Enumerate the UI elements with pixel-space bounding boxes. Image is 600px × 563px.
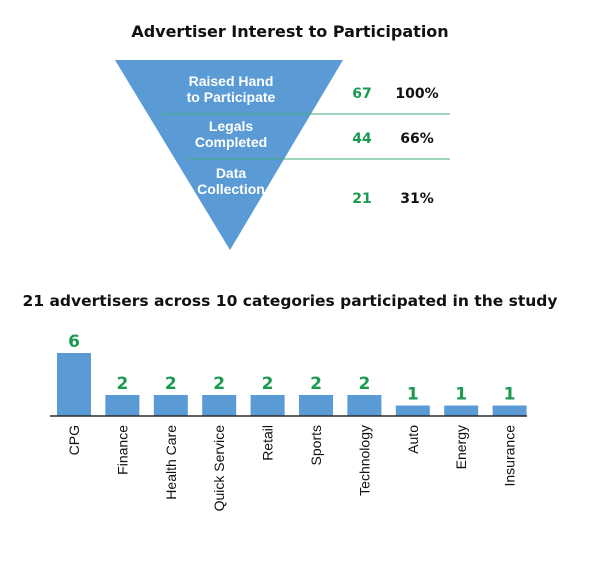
funnel-stage-percent: 100%: [395, 86, 438, 102]
bar-value-label: 2: [213, 374, 225, 394]
funnel-stage-label: Completed: [195, 134, 267, 150]
bar: [202, 395, 237, 416]
bar-value-label: 1: [407, 385, 419, 405]
category-label: CPG: [66, 425, 82, 455]
bar: [153, 395, 188, 416]
bars-layer: 6 CPG 2 Finance 2 Health Care 2 Quick Service 2 R…: [57, 332, 527, 511]
bar-value-label: 6: [68, 332, 80, 352]
funnel-stage-count: 67: [352, 86, 371, 102]
bar-value-label: 1: [504, 385, 516, 405]
category-label: Technology: [356, 425, 372, 496]
category-label: Health Care: [163, 425, 179, 500]
bar: [395, 405, 430, 416]
funnel-shape: [115, 60, 343, 250]
bar: [347, 395, 382, 416]
funnel-stage-percent: 31%: [400, 191, 434, 207]
funnel-stage-count: 44: [352, 131, 372, 147]
bar-value-label: 1: [455, 385, 467, 405]
bar: [250, 395, 285, 416]
bar: [444, 405, 479, 416]
chart-title: 21 advertisers across 10 categories part…: [22, 292, 557, 310]
category-label: Energy: [453, 425, 469, 469]
bar-value-label: 2: [262, 374, 274, 394]
bar: [492, 405, 527, 416]
category-label: Sports: [308, 425, 324, 465]
funnel-stage-count: 21: [352, 191, 371, 207]
funnel-stage-label: Collection: [197, 181, 265, 197]
category-label: Retail: [260, 425, 276, 461]
bar-value-label: 2: [165, 374, 177, 394]
category-label: Finance: [114, 425, 130, 475]
funnel-stage-percent: 66%: [400, 131, 434, 147]
funnel-stage-label: Data: [216, 165, 247, 181]
bar: [299, 395, 333, 416]
bar-value-label: 2: [358, 374, 370, 394]
category-label: Quick Service: [211, 425, 227, 512]
funnel-section: Advertiser Interest to Participation Rai…: [115, 22, 450, 250]
bar: [57, 353, 91, 416]
bar-chart-section: 21 advertisers across 10 categories part…: [22, 292, 557, 511]
category-label: Insurance: [502, 425, 518, 487]
bar-value-label: 2: [310, 374, 322, 394]
funnel-stage-label: Raised Hand: [189, 73, 274, 89]
category-label: Auto: [405, 425, 421, 454]
funnel-stage-label: to Participate: [187, 89, 276, 105]
funnel-title: Advertiser Interest to Participation: [131, 22, 448, 41]
bar-value-label: 2: [116, 374, 128, 394]
funnel-stage-label: Legals: [209, 118, 254, 134]
bar: [105, 395, 140, 416]
